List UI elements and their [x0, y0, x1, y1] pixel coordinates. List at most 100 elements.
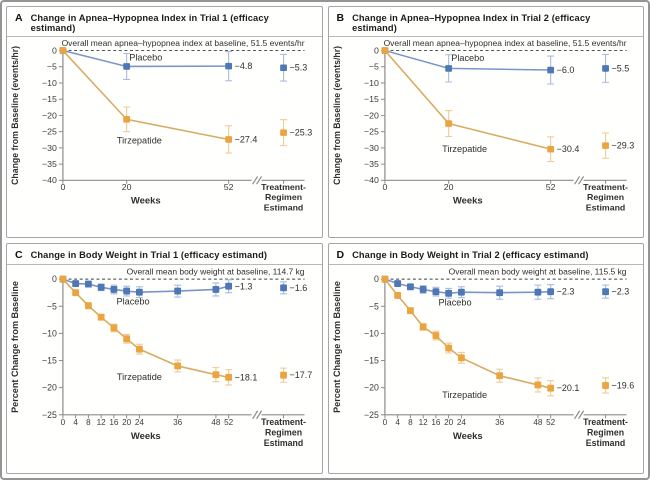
- axis-break-mark: [573, 409, 580, 419]
- end-value-label: −20.1: [556, 383, 579, 393]
- axis-break-mark: [252, 409, 259, 419]
- x-tick-label: 52: [224, 182, 234, 192]
- data-point-marker: [97, 283, 105, 291]
- estimand-value-label: −29.3: [611, 141, 634, 151]
- x-axis-title: Weeks: [131, 196, 161, 206]
- axis-break-mark: [252, 176, 259, 185]
- data-point-marker: [534, 381, 541, 388]
- y-tick-label: −5: [368, 301, 378, 311]
- panel-letter: C: [15, 248, 23, 261]
- y-tick-label: −10: [364, 78, 379, 88]
- series-label-tirzepatide: Tirzepatide: [117, 372, 162, 382]
- data-point-marker: [432, 287, 439, 295]
- series-label-placebo: Placebo: [116, 296, 149, 306]
- axis-break-gap: [251, 409, 262, 420]
- data-point-marker: [110, 324, 118, 331]
- estimand-axis-label: Estimand: [264, 438, 303, 448]
- y-tick-label: −25: [364, 127, 379, 137]
- panel-b-ahi-trial2: B Change in Apnea–Hypopnea Index in Tria…: [327, 6, 644, 238]
- estimand-axis-label: Regimen: [265, 427, 302, 437]
- data-point-marker: [546, 384, 554, 392]
- series-label-tirzepatide: Tirzepatide: [442, 144, 487, 154]
- x-tick-label: 0: [382, 182, 387, 192]
- data-point-marker: [225, 282, 233, 290]
- data-point-marker: [381, 275, 388, 283]
- estimand-marker: [601, 65, 609, 72]
- data-point-marker: [123, 334, 131, 342]
- data-point-marker: [59, 275, 67, 283]
- y-tick-label: −30: [42, 143, 57, 153]
- x-tick-label: 52: [545, 182, 555, 192]
- x-tick-label: 36: [173, 417, 183, 426]
- panel-letter: D: [336, 248, 345, 261]
- estimand-axis-label: Regimen: [265, 192, 302, 202]
- y-tick-label: −20: [364, 382, 379, 392]
- y-tick-label: −25: [42, 409, 57, 419]
- baseline-annotation: Overall mean apnea–hypopnea index at bas…: [62, 38, 305, 48]
- data-point-marker: [225, 62, 233, 70]
- estimand-value-label: −17.7: [290, 370, 313, 380]
- x-axis-title: Weeks: [452, 431, 482, 442]
- y-tick-label: −35: [42, 159, 57, 169]
- data-point-marker: [534, 288, 541, 296]
- y-tick-label: −10: [364, 328, 379, 338]
- data-point-marker: [225, 373, 233, 381]
- panel-letter: B: [336, 12, 345, 24]
- series-line-tirzepatide: [383, 278, 551, 389]
- estimand-axis-label: Estimand: [264, 202, 303, 212]
- panel-title: Change in Apnea–Hypopnea Index in Trial …: [30, 13, 269, 33]
- end-value-label: −18.1: [235, 372, 258, 382]
- estimand-value-label: −5.5: [611, 63, 629, 73]
- estimand-axis-label: Treatment-: [261, 182, 306, 192]
- end-value-label: −4.8: [235, 61, 253, 71]
- baseline-annotation: Overall mean body weight at baseline, 11…: [448, 266, 626, 276]
- y-axis-title: Percent Change from Baseline: [332, 281, 342, 413]
- y-tick-label: −40: [364, 175, 379, 185]
- data-point-marker: [432, 331, 439, 339]
- x-tick-label: 48: [533, 417, 543, 426]
- data-point-marker: [444, 289, 452, 297]
- estimand-value-label: −19.6: [611, 380, 634, 390]
- panel-c-weight-trial1: C Change in Body Weight in Trial 1 (effi…: [6, 242, 323, 474]
- x-tick-label: 4: [395, 417, 400, 426]
- data-point-marker: [72, 288, 80, 296]
- data-point-marker: [546, 145, 554, 153]
- end-value-label: −27.4: [235, 134, 258, 144]
- data-point-marker: [85, 301, 92, 309]
- estimand-axis-label: Treatment-: [583, 182, 628, 192]
- x-tick-label: 24: [456, 417, 466, 426]
- data-point-marker: [59, 47, 67, 54]
- x-tick-label: 20: [444, 417, 454, 426]
- estimand-marker: [280, 371, 287, 379]
- axis-break-mark: [577, 176, 584, 185]
- data-point-marker: [123, 287, 131, 295]
- x-tick-label: 0: [382, 417, 387, 426]
- baseline-annotation: Overall mean body weight at baseline, 11…: [127, 266, 305, 276]
- data-point-marker: [381, 47, 388, 54]
- axis-break-mark: [577, 409, 584, 419]
- panel-title: Change in Apnea–Hypopnea Index in Trial …: [352, 13, 591, 33]
- y-tick-label: −15: [42, 94, 57, 104]
- data-point-marker: [85, 280, 92, 287]
- data-point-marker: [136, 288, 143, 296]
- axis-break-mark: [256, 176, 263, 185]
- data-point-marker: [419, 322, 427, 330]
- data-point-marker: [457, 288, 465, 296]
- end-value-label: −6.0: [556, 65, 574, 75]
- x-tick-label: 0: [61, 417, 66, 426]
- panel-c-chart: Overall mean body weight at baseline, 11…: [10, 266, 313, 448]
- series-label-tirzepatide: Tirzepatide: [117, 135, 162, 145]
- estimand-value-label: −1.6: [290, 282, 308, 292]
- data-point-marker: [457, 353, 465, 361]
- data-point-marker: [123, 63, 131, 70]
- data-point-marker: [546, 66, 554, 74]
- y-tick-label: −5: [47, 301, 57, 311]
- data-point-marker: [123, 116, 131, 123]
- series-label-tirzepatide: Tirzepatide: [442, 389, 487, 399]
- x-tick-label: 0: [60, 182, 65, 192]
- y-tick-label: −10: [42, 328, 57, 338]
- estimand-axis-label: Regimen: [587, 427, 624, 437]
- y-tick-label: −15: [364, 355, 379, 365]
- panel-d-weight-trial2: D Change in Body Weight in Trial 2 (effi…: [327, 242, 644, 474]
